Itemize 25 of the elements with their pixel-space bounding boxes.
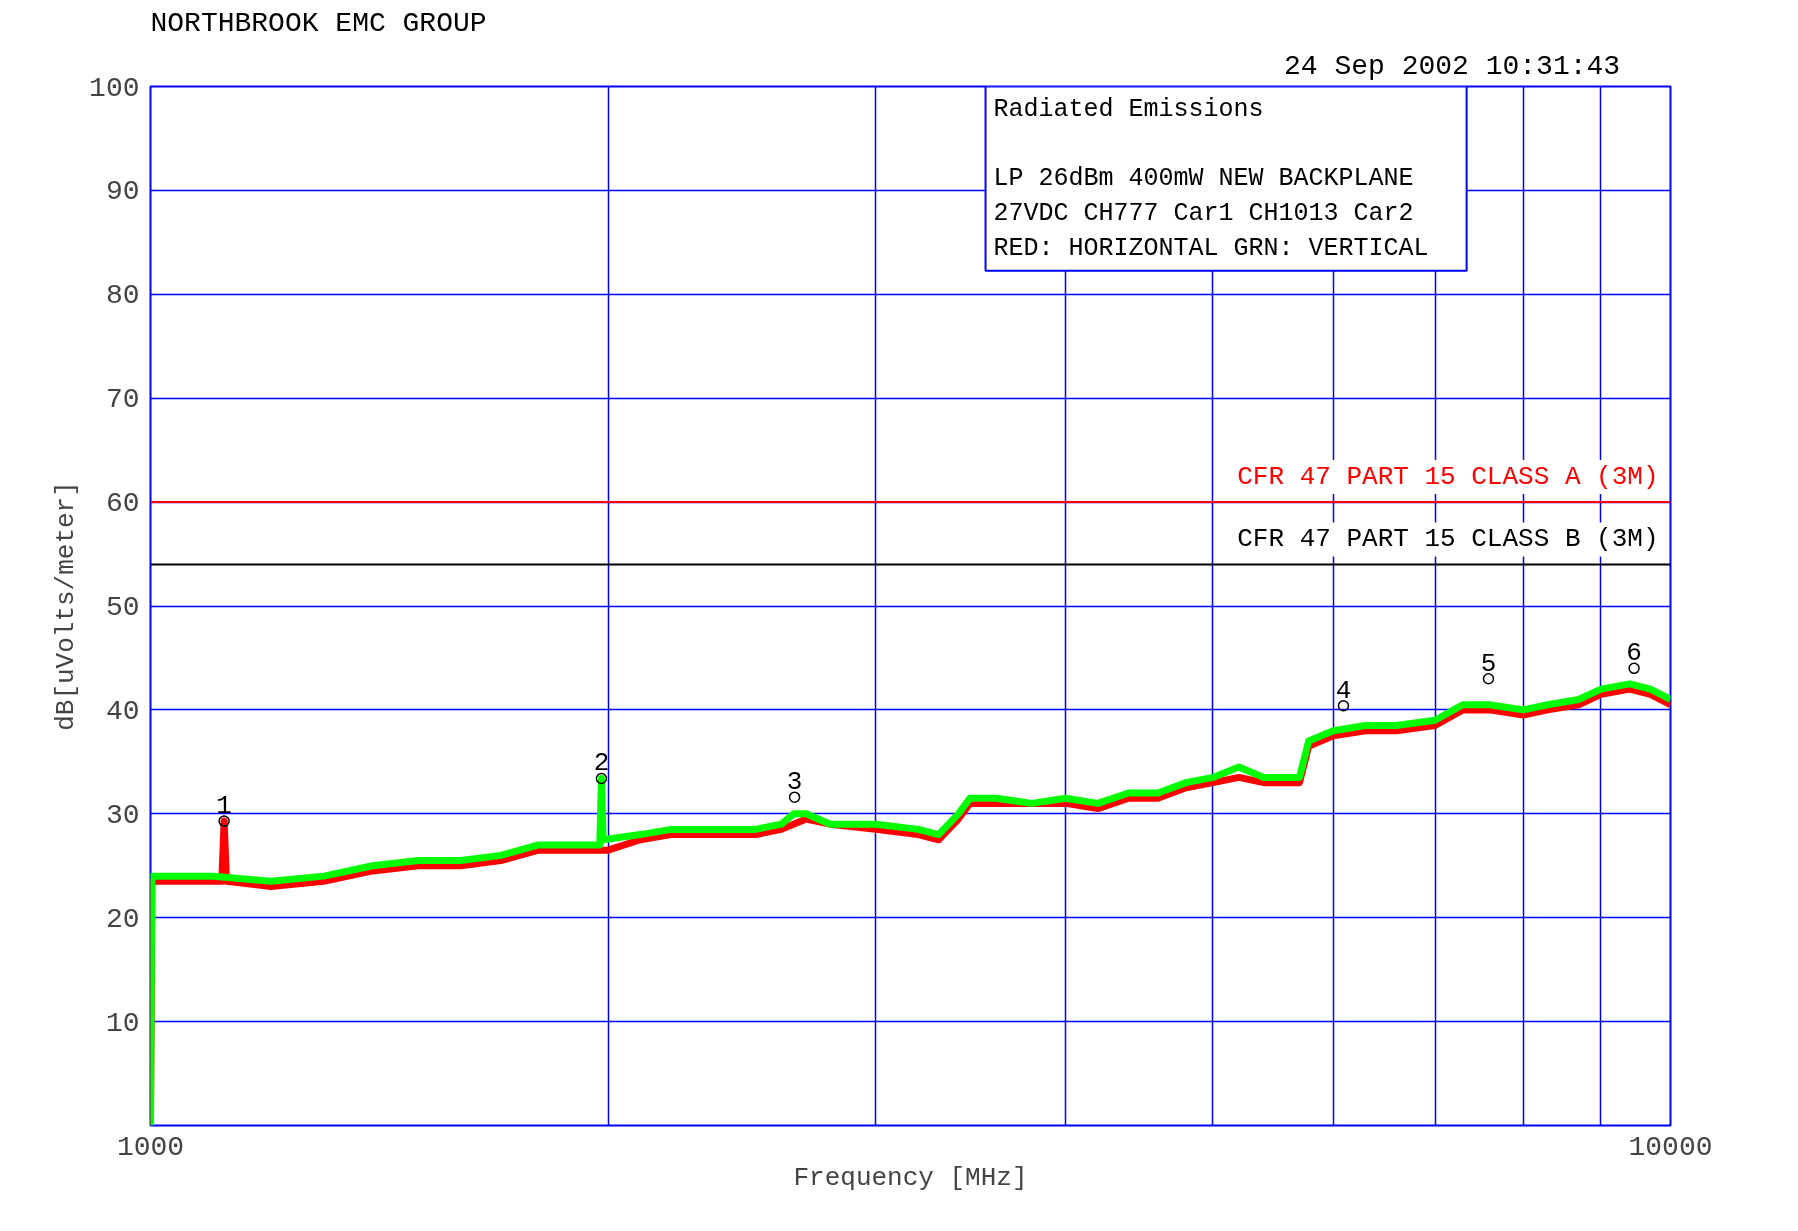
y-tick-label: 80	[105, 280, 140, 312]
y-tick-label: 70	[105, 384, 140, 416]
y-tick-label: 40	[105, 695, 140, 727]
x-tick-label: 10000	[1628, 1131, 1713, 1163]
y-tick-label: 50	[105, 592, 140, 623]
ref-line-label: CFR 47 PART 15 CLASS B (3M)	[1237, 524, 1659, 555]
x-tick-label: 1000	[116, 1131, 185, 1163]
text: Radiated Emissions LP 26dBm 400mW NEW BACKPLANE 27VDC CH777 Car1 CH1013 Car2 RED: HORIZONTAL GRN: VERTICAL	[993, 94, 1429, 263]
y-tick-label: 10	[105, 1007, 140, 1039]
y-tick-label: 30	[105, 799, 140, 831]
annotation: 5	[1480, 648, 1497, 679]
y-tick-label: 60	[105, 488, 140, 520]
ref-line-label: CFR 47 PART 15 CLASS A (3M)	[1237, 462, 1659, 493]
text: 24 Sep 2002 10:31:43	[1284, 50, 1621, 82]
y-tick-label: 100	[89, 72, 140, 104]
annotation: 2	[593, 748, 610, 779]
annotation: 1	[216, 791, 232, 822]
y-tick-label: 90	[105, 176, 140, 208]
x-axis-title: Frequency [MHz]	[793, 1162, 1028, 1193]
annotation: 3	[786, 767, 803, 798]
y-axis-title: dB[uVolts/meter]	[51, 481, 82, 731]
annotation: 6	[1626, 638, 1642, 669]
chart-title: NORTHBROOK EMC GROUP	[150, 7, 487, 39]
y-tick-label: 20	[105, 903, 140, 935]
annotation: 4	[1335, 675, 1352, 706]
